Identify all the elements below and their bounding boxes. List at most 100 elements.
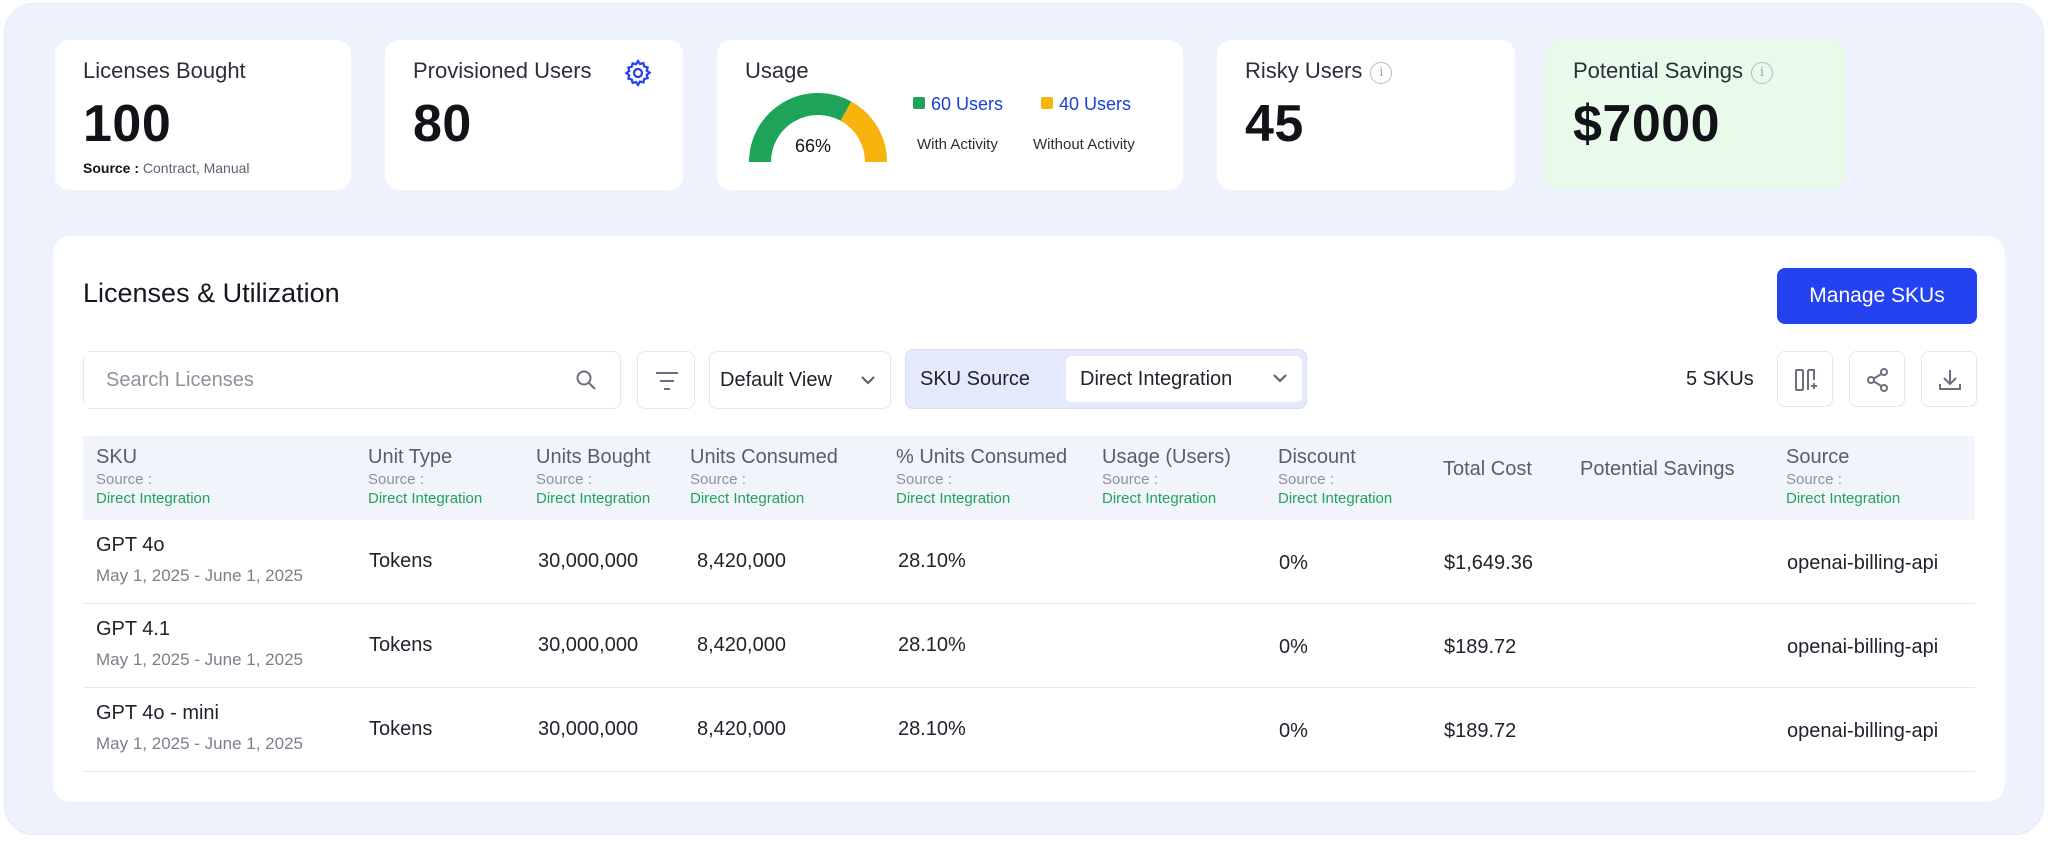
table-header: SKU Source : Direct Integration Unit Typ… — [83, 436, 1975, 520]
total-cost-cell: $189.72 — [1444, 720, 1517, 742]
col-source-value: Direct Integration — [368, 490, 483, 507]
col-source-value: Direct Integration — [690, 490, 805, 507]
licenses-utilization-panel: Licenses & Utilization Manage SKUs Defau… — [53, 236, 2005, 802]
col-potential-savings[interactable]: Potential Savings — [1580, 458, 1735, 480]
col-units-bought[interactable]: Units Bought Source : Direct Integration — [536, 446, 651, 507]
download-button[interactable] — [1921, 351, 1977, 407]
col-source-value: Direct Integration — [1102, 490, 1217, 507]
with-activity-label: With Activity — [917, 136, 998, 153]
pct-consumed-cell: 28.10% — [898, 550, 966, 572]
units-consumed-cell: 8,420,000 — [697, 718, 786, 740]
pct-consumed-cell: 28.10% — [898, 718, 966, 740]
usage-title: Usage — [745, 58, 809, 83]
table-row[interactable]: GPT 4.1 May 1, 2025 - June 1, 2025 Token… — [83, 604, 1975, 688]
unit-type-cell: Tokens — [369, 634, 433, 656]
search-icon[interactable] — [574, 368, 598, 397]
dashboard-frame: Licenses Bought 100 Source : Contract, M… — [4, 3, 2044, 835]
discount-cell: 0% — [1279, 636, 1308, 658]
col-source-caption: Source : — [368, 471, 424, 488]
chevron-down-icon — [1273, 374, 1287, 383]
search-input[interactable] — [84, 352, 544, 408]
manage-skus-button[interactable]: Manage SKUs — [1777, 268, 1977, 324]
total-cost-cell: $1,649.36 — [1444, 552, 1533, 574]
share-icon — [1867, 368, 1888, 392]
units-bought-cell: 30,000,000 — [538, 718, 639, 740]
discount-cell: 0% — [1279, 720, 1308, 742]
col-usage-users[interactable]: Usage (Users) Source : Direct Integratio… — [1102, 446, 1231, 507]
with-activity-count: 60 Users — [931, 94, 1004, 114]
provisioned-users-value: 80 — [413, 95, 472, 153]
unit-type-cell: Tokens — [369, 718, 433, 740]
without-activity-count: 40 Users — [1059, 94, 1132, 114]
filter-button[interactable] — [637, 351, 695, 409]
licenses-source-label: Source : — [83, 160, 140, 176]
col-source-value: Direct Integration — [536, 490, 651, 507]
units-bought-cell: 30,000,000 — [538, 550, 639, 572]
units-bought-cell: 30,000,000 — [538, 634, 639, 656]
gauge-without-activity-arc — [840, 101, 887, 163]
units-consumed-cell: 8,420,000 — [697, 634, 786, 656]
search-box — [83, 351, 621, 409]
source-cell: openai-billing-api — [1787, 552, 1939, 574]
potential-savings-title: Potential Savings — [1573, 58, 1743, 83]
download-icon — [1939, 370, 1961, 390]
col-source[interactable]: Source Source : Direct Integration — [1786, 446, 1900, 507]
potential-savings-card: Potential Savings i $7000 — [1545, 40, 1845, 190]
usage-gauge — [749, 93, 887, 163]
table-row[interactable]: GPT 4o May 1, 2025 - June 1, 2025 Tokens… — [83, 520, 1975, 604]
col-source-value: Direct Integration — [1278, 490, 1393, 507]
usage-percent: 66% — [795, 136, 832, 156]
view-select[interactable]: Default View — [709, 351, 891, 409]
col-sku-label: SKU — [96, 446, 138, 468]
potential-savings-value: $7000 — [1573, 95, 1721, 153]
usage-card: Usage 66% 60 Users With Activity 40 User… — [717, 40, 1183, 190]
gear-icon[interactable] — [623, 58, 653, 93]
col-source-caption: Source : — [536, 471, 592, 488]
unit-type-cell: Tokens — [369, 550, 433, 572]
columns-icon — [1795, 369, 1817, 391]
col-source-caption: Source : — [1278, 471, 1334, 488]
sku-source-value: Direct Integration — [1080, 368, 1233, 390]
col-total-cost[interactable]: Total Cost — [1443, 458, 1532, 480]
col-pct-consumed[interactable]: % Units Consumed Source : Direct Integra… — [896, 446, 1067, 507]
licenses-source: Source : Contract, Manual — [83, 160, 323, 176]
filter-icon — [656, 372, 678, 390]
col-source-caption: Source : — [96, 471, 152, 488]
legend-swatch-yellow — [1041, 97, 1053, 109]
chevron-down-icon — [861, 376, 875, 385]
col-units-consumed[interactable]: Units Consumed Source : Direct Integrati… — [690, 446, 838, 507]
sku-name: GPT 4o - mini — [96, 702, 219, 724]
info-icon[interactable]: i — [1751, 62, 1773, 84]
licenses-bought-card: Licenses Bought 100 Source : Contract, M… — [55, 40, 351, 190]
col-source-value: Direct Integration — [96, 490, 211, 507]
view-select-value: Default View — [720, 369, 832, 391]
licenses-bought-title: Licenses Bought — [83, 58, 246, 83]
legend-without-activity: 40 Users — [1041, 94, 1131, 115]
licenses-bought-value: 100 — [83, 95, 172, 153]
legend-swatch-green — [913, 97, 925, 109]
sku-count: 5 SKUs — [1686, 368, 1754, 390]
info-icon[interactable]: i — [1370, 62, 1393, 84]
col-unit-type-label: Unit Type — [368, 446, 453, 468]
potential-savings-heading: Potential Savings i — [1573, 58, 1817, 84]
col-unit-type[interactable]: Unit Type Source : Direct Integration — [368, 446, 482, 507]
col-source-caption: Source : — [896, 471, 952, 488]
risky-users-card: Risky Users i 45 — [1217, 40, 1515, 190]
col-source-caption: Source : — [690, 471, 746, 488]
table-row[interactable]: GPT 4o - mini May 1, 2025 - June 1, 2025… — [83, 688, 1975, 772]
without-activity-label: Without Activity — [1033, 136, 1135, 153]
panel-title: Licenses & Utilization — [83, 278, 340, 308]
sku-name: GPT 4.1 — [96, 618, 171, 640]
col-discount[interactable]: Discount Source : Direct Integration — [1278, 446, 1392, 507]
total-cost-cell: $189.72 — [1444, 636, 1517, 658]
gauge-with-activity-arc — [749, 93, 852, 163]
sku-source-select[interactable]: Direct Integration — [1066, 356, 1302, 402]
sku-name: GPT 4o — [96, 534, 165, 556]
columns-button[interactable] — [1777, 351, 1833, 407]
share-button[interactable] — [1849, 351, 1905, 407]
col-units-consumed-label: Units Consumed — [690, 446, 838, 468]
source-cell: openai-billing-api — [1787, 636, 1939, 658]
risky-users-heading: Risky Users i — [1245, 58, 1487, 84]
col-sku[interactable]: SKU Source : Direct Integration — [96, 446, 210, 507]
source-cell: openai-billing-api — [1787, 720, 1939, 742]
